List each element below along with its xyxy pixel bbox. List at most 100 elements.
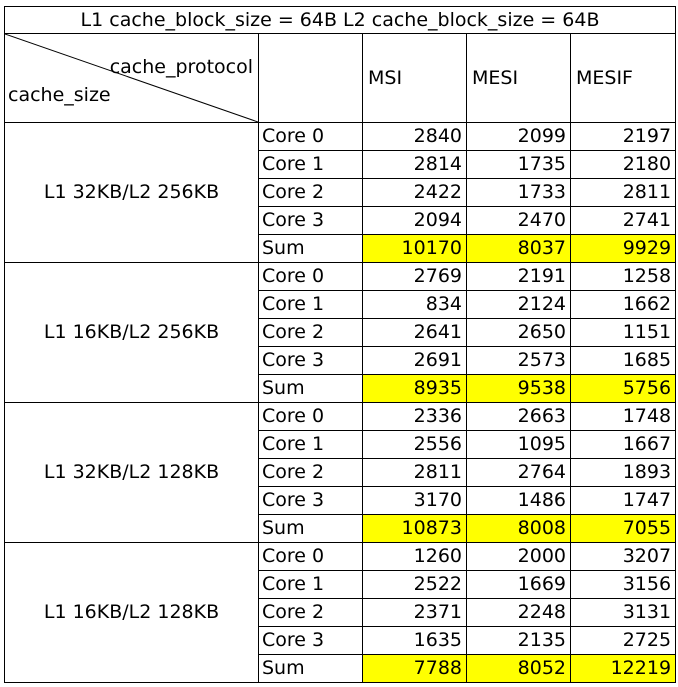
table-row: Core 1 834 2124 1662 [5,290,677,319]
value-cell-mesif: 1747 [569,486,677,515]
core-label: Core 1 [258,570,363,599]
sum-value-mesif: 9929 [569,234,677,263]
core-label: Core 0 [258,402,363,431]
value-cell-mesi: 2663 [466,402,571,431]
cache-results-table: L1 cache_block_size = 64B L2 cache_block… [3,6,677,683]
table-row: Core 3 2094 2470 2741 [5,206,677,235]
core-label: Core 3 [258,206,363,235]
value-cell-mesi: 2650 [466,318,571,347]
value-cell-mesif: 1151 [569,318,677,347]
sum-label: Sum [258,234,363,263]
value-cell-msi: 2556 [362,430,467,459]
value-cell-mesi: 1735 [466,150,571,179]
value-cell-mesi: 1669 [466,570,571,599]
value-cell-msi: 2769 [362,262,467,291]
table-row: Core 1 2522 1669 3156 [5,570,677,599]
value-cell-msi: 2094 [362,206,467,235]
table-row: Core 1 2814 1735 2180 [5,150,677,179]
value-cell-mesif: 1667 [569,430,677,459]
value-cell-msi: 2814 [362,150,467,179]
value-cell-mesi: 2248 [466,598,571,627]
sum-value-msi: 7788 [362,654,467,683]
cache-protocol-label: cache_protocol [109,56,253,78]
sum-value-mesi: 8008 [466,514,571,543]
core-label: Core 3 [258,626,363,655]
value-cell-mesif: 2180 [569,150,677,179]
core-label: Core 1 [258,430,363,459]
value-cell-mesi: 2764 [466,458,571,487]
value-cell-msi: 1635 [362,626,467,655]
protocol-header-mesif: MESIF [569,33,677,123]
core-label: Core 3 [258,486,363,515]
value-cell-msi: 3170 [362,486,467,515]
value-cell-mesif: 1893 [569,458,677,487]
value-cell-mesif: 2741 [569,206,677,235]
value-cell-mesif: 2725 [569,626,677,655]
value-cell-msi: 834 [362,290,467,319]
value-cell-mesi: 2099 [466,122,571,151]
value-cell-mesif: 1662 [569,290,677,319]
sum-value-mesif: 7055 [569,514,677,543]
value-cell-mesi: 2470 [466,206,571,235]
sum-value-msi: 10873 [362,514,467,543]
config-label: L1 16KB/L2 256KB [4,262,259,403]
sum-label: Sum [258,514,363,543]
table-row: Sum 10170 8037 9929 [5,234,677,263]
value-cell-mesif: 2197 [569,122,677,151]
sum-label: Sum [258,654,363,683]
value-cell-mesif: 1748 [569,402,677,431]
protocol-header-mesi: MESI [466,33,571,123]
sum-value-mesi: 9538 [466,374,571,403]
core-label: Core 3 [258,346,363,375]
sum-value-msi: 8935 [362,374,467,403]
sum-value-mesi: 8052 [466,654,571,683]
core-label: Core 0 [258,122,363,151]
value-cell-mesi: 2191 [466,262,571,291]
value-cell-msi: 2811 [362,458,467,487]
value-cell-mesif: 1685 [569,346,677,375]
table-title: L1 cache_block_size = 64B L2 cache_block… [3,6,677,34]
sum-value-mesif: 5756 [569,374,677,403]
core-label: Core 1 [258,290,363,319]
value-cell-mesif: 1258 [569,262,677,291]
table-row: Sum 7788 8052 12219 [5,654,677,683]
core-label: Core 2 [258,598,363,627]
empty-header-cell [258,33,363,123]
table-row: L1 16KB/L2 128KB Core 0 1260 2000 3207 [4,542,677,683]
value-cell-msi: 2840 [362,122,467,151]
value-cell-mesif: 3207 [569,542,677,571]
table-row: Core 3 3170 1486 1747 [5,486,677,515]
value-cell-msi: 2691 [362,346,467,375]
value-cell-mesi: 1095 [466,430,571,459]
table-row: Sum 10873 8008 7055 [5,514,677,543]
diagonal-header-cell: cache_protocol cache_size [4,33,259,123]
value-cell-msi: 2371 [362,598,467,627]
value-cell-msi: 2641 [362,318,467,347]
value-cell-msi: 2336 [362,402,467,431]
table-row: L1 32KB/L2 256KB Core 0 2840 2099 2197 [4,122,677,263]
protocol-header-msi: MSI [362,33,467,123]
core-label: Core 0 [258,542,363,571]
config-label: L1 16KB/L2 128KB [4,542,259,683]
value-cell-mesi: 1733 [466,178,571,207]
value-cell-mesif: 3131 [569,598,677,627]
value-cell-mesi: 2000 [466,542,571,571]
sum-value-msi: 10170 [362,234,467,263]
cache-size-label: cache_size [8,84,111,106]
value-cell-mesi: 2124 [466,290,571,319]
table-row: Core 3 2691 2573 1685 [5,346,677,375]
table-row: L1 16KB/L2 256KB Core 0 2769 2191 1258 [4,262,677,403]
value-cell-mesi: 1486 [466,486,571,515]
core-label: Core 1 [258,150,363,179]
core-label: Core 2 [258,178,363,207]
core-label: Core 2 [258,318,363,347]
value-cell-mesif: 2811 [569,178,677,207]
config-label: L1 32KB/L2 256KB [4,122,259,263]
value-cell-mesif: 3156 [569,570,677,599]
core-label: Core 0 [258,262,363,291]
sum-value-mesi: 8037 [466,234,571,263]
table-row: L1 32KB/L2 128KB Core 0 2336 2663 1748 [4,402,677,543]
value-cell-mesi: 2135 [466,626,571,655]
value-cell-msi: 1260 [362,542,467,571]
value-cell-msi: 2522 [362,570,467,599]
